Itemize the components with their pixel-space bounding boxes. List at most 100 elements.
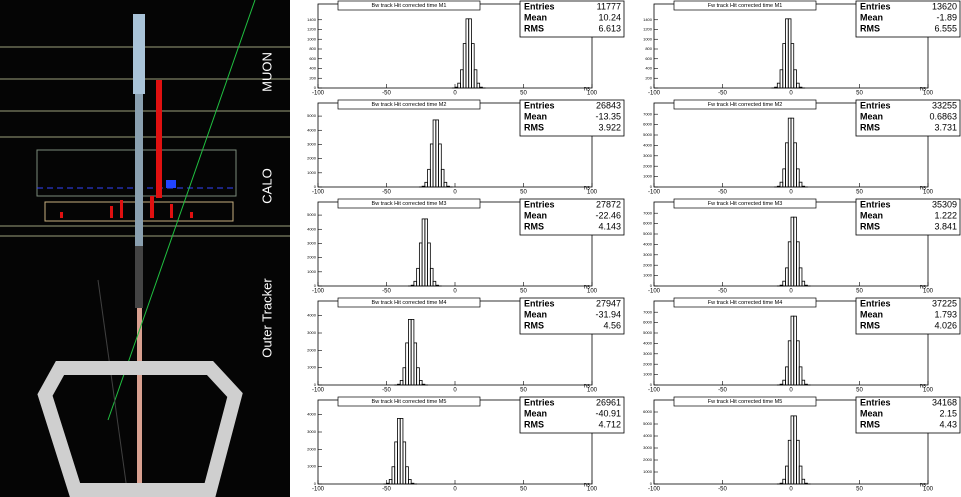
stats-value: 6.555: [934, 23, 957, 33]
x-tick-label: -50: [718, 388, 727, 394]
y-tick-label: 6000: [643, 320, 653, 325]
y-tick-label: 1000: [307, 269, 317, 274]
y-tick-label: 3000: [307, 142, 317, 147]
y-tick-label: 400: [309, 66, 316, 71]
x-axis-label: ns: [584, 186, 590, 192]
x-tick-label: 50: [520, 91, 527, 97]
stats-label: RMS: [524, 221, 544, 231]
x-tick-label: -50: [382, 388, 391, 394]
stats-value: 35309: [932, 199, 957, 209]
y-tick-label: 1000: [643, 36, 653, 41]
stats-value: -13.35: [595, 111, 621, 121]
figure: MUON CALO Outer Tracker 0200400600800100…: [0, 0, 961, 497]
x-tick-label: 50: [520, 289, 527, 295]
histogram-bin: [397, 384, 400, 385]
y-tick-label: 2000: [307, 156, 317, 161]
energy-deposit: [166, 180, 176, 188]
y-tick-label: 4000: [307, 412, 317, 417]
stats-label: RMS: [524, 419, 544, 429]
y-tick-label: 4000: [643, 241, 653, 246]
y-tick-label: 1000: [643, 273, 653, 278]
histogram-bin: [411, 285, 414, 286]
stats-label: RMS: [860, 419, 880, 429]
stats-value: 4.143: [598, 221, 621, 231]
y-tick-label: 600: [645, 56, 652, 61]
x-tick-label: -100: [312, 91, 325, 97]
region-label: MUON: [259, 52, 274, 92]
stats-value: 3.841: [934, 221, 957, 231]
stats-label: Mean: [860, 309, 883, 319]
y-tick-label: 1000: [643, 174, 653, 179]
x-tick-label: -100: [648, 190, 661, 196]
stats-label: Mean: [860, 210, 883, 220]
stats-label: RMS: [860, 23, 880, 33]
page: MUON CALO Outer Tracker 0200400600800100…: [0, 0, 961, 497]
chart-title: Bw track Hit corrected time M3: [372, 201, 447, 207]
stats-value: 34168: [932, 397, 957, 407]
stats-value: 27947: [596, 298, 621, 308]
x-tick-label: 50: [520, 487, 527, 493]
region-label: Outer Tracker: [259, 278, 274, 358]
x-tick-label: -100: [312, 487, 325, 493]
y-tick-label: 4000: [307, 226, 317, 231]
stats-label: Mean: [860, 12, 883, 22]
x-axis-label: ns: [920, 285, 926, 291]
y-tick-label: 1400: [643, 17, 653, 22]
stats-label: RMS: [860, 221, 880, 231]
y-tick-label: 400: [645, 66, 652, 71]
stats-value: 0.6863: [929, 111, 957, 121]
stats-label: Entries: [860, 1, 891, 11]
y-tick-label: 1200: [307, 27, 317, 32]
x-tick-label: 50: [520, 388, 527, 394]
stats-label: Mean: [524, 210, 547, 220]
stats-value: 3.731: [934, 122, 957, 132]
y-tick-label: 200: [645, 75, 652, 80]
x-tick-label: -50: [718, 289, 727, 295]
x-axis-label: ns: [584, 384, 590, 390]
chart-title: Bw track Hit corrected time M1: [372, 3, 447, 9]
x-axis-label: ns: [920, 87, 926, 93]
stats-label: Mean: [524, 111, 547, 121]
histogram-bin: [436, 285, 439, 286]
stats-label: Entries: [860, 397, 891, 407]
y-tick-label: 7000: [643, 309, 653, 314]
y-tick-label: 6000: [643, 409, 653, 414]
x-tick-label: -100: [312, 388, 325, 394]
stats-value: 27872: [596, 199, 621, 209]
x-tick-label: -100: [648, 388, 661, 394]
y-tick-label: 7000: [643, 210, 653, 215]
y-tick-label: 7000: [643, 111, 653, 116]
stats-label: Entries: [524, 100, 555, 110]
chart-title: Bw track Hit corrected time M2: [372, 102, 447, 108]
x-tick-label: -50: [718, 190, 727, 196]
stats-label: Entries: [524, 298, 555, 308]
chart-title: Fw track Hit corrected time M5: [708, 399, 783, 405]
x-axis-label: ns: [584, 483, 590, 489]
stats-value: 26843: [596, 100, 621, 110]
beam-pipe: [133, 14, 145, 94]
stats-value: 4.56: [603, 320, 621, 330]
y-tick-label: 5000: [307, 212, 317, 217]
y-tick-label: 3000: [643, 153, 653, 158]
y-tick-label: 600: [309, 56, 316, 61]
x-tick-label: -100: [648, 91, 661, 97]
stats-value: 1.222: [934, 210, 957, 220]
y-tick-label: 5000: [643, 132, 653, 137]
x-tick-label: 50: [856, 190, 863, 196]
x-tick-label: 50: [856, 487, 863, 493]
y-tick-label: 1200: [643, 27, 653, 32]
y-tick-label: 2000: [643, 361, 653, 366]
y-tick-label: 1000: [307, 36, 317, 41]
y-tick-label: 5000: [643, 330, 653, 335]
x-axis-label: ns: [920, 186, 926, 192]
y-tick-label: 1000: [307, 464, 317, 469]
x-tick-label: -50: [382, 190, 391, 196]
y-tick-label: 1000: [643, 372, 653, 377]
stats-label: RMS: [524, 320, 544, 330]
y-tick-label: 4000: [307, 313, 317, 318]
x-tick-label: -100: [312, 190, 325, 196]
stats-label: Mean: [524, 408, 547, 418]
histogram-chart: 01000200030004000500060007000-100-500501…: [626, 99, 960, 197]
histogram-bin: [447, 186, 450, 187]
x-axis-label: ns: [584, 87, 590, 93]
